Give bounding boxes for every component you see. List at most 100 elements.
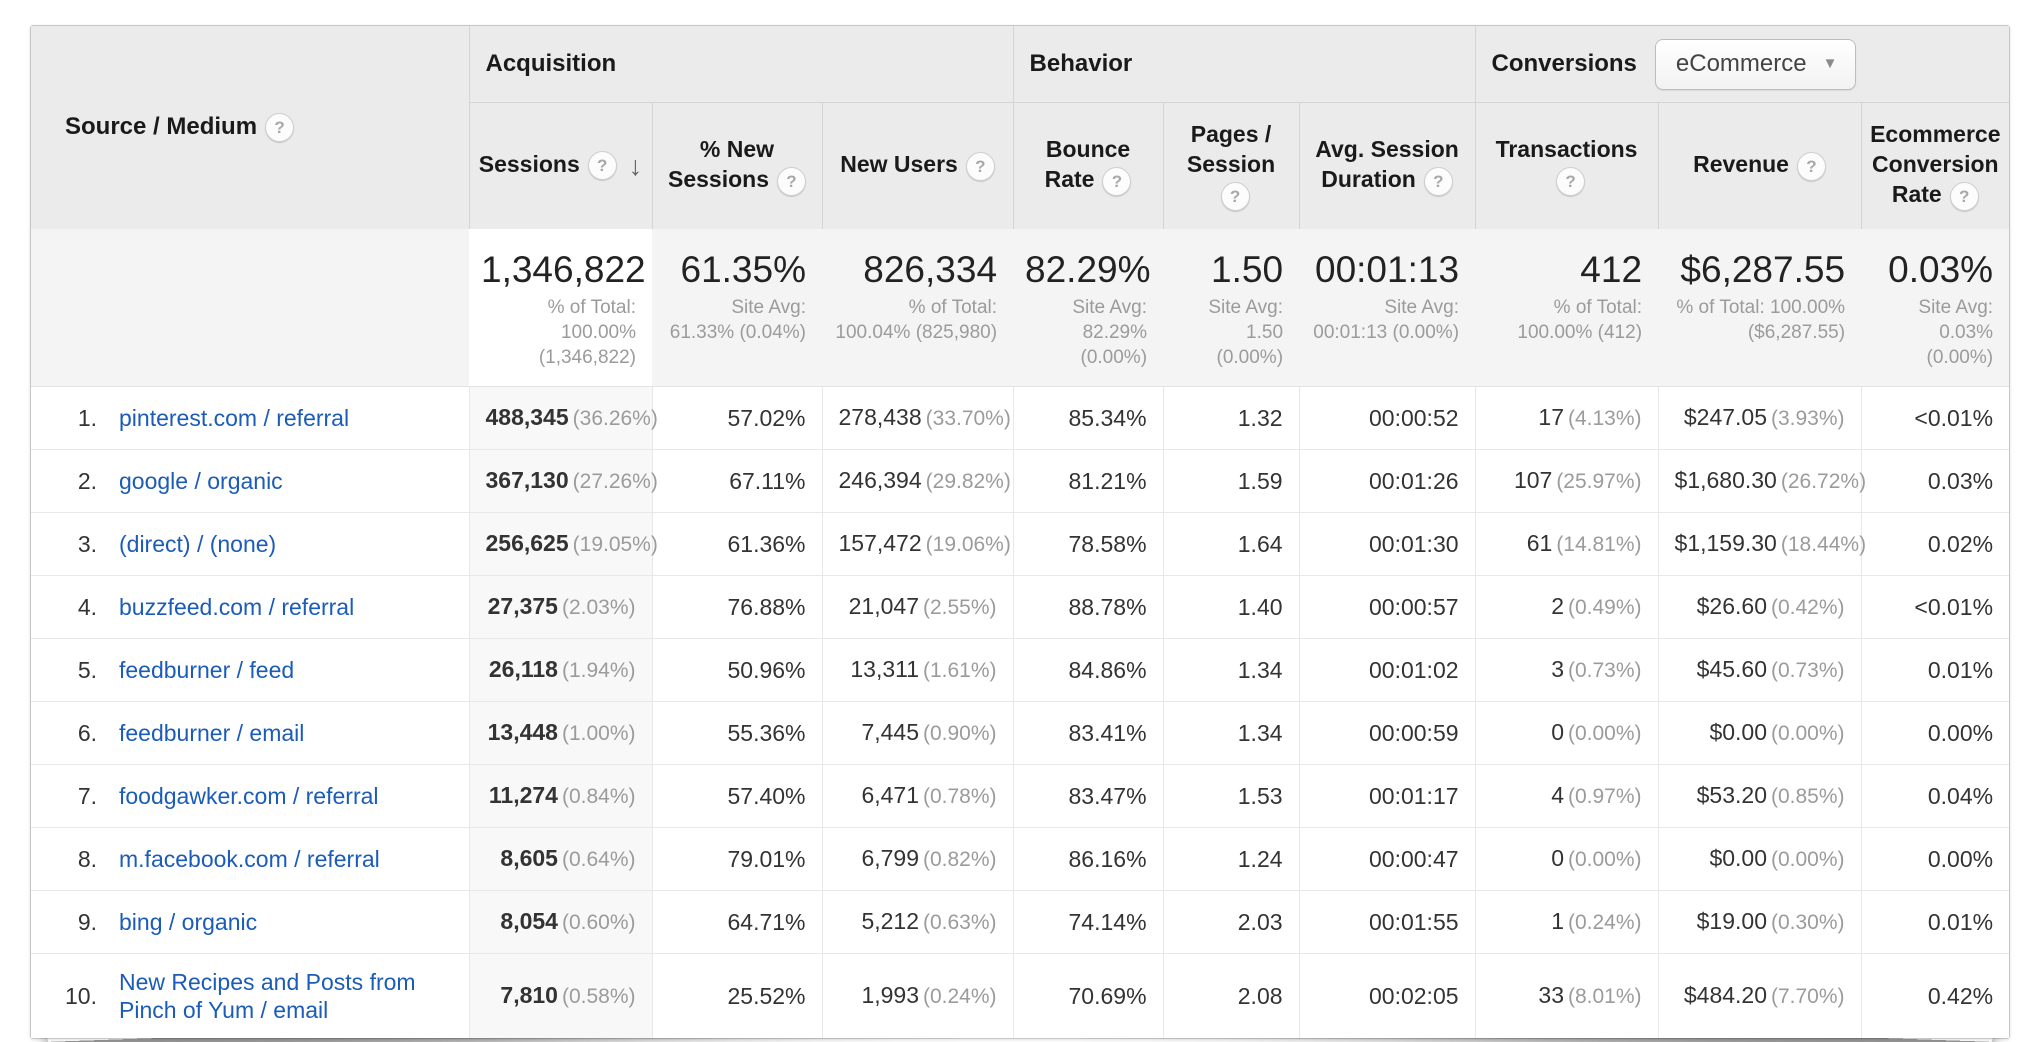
dropdown-arrow-icon: ▼ bbox=[1822, 55, 1838, 72]
new-sessions-cell: 64.71% bbox=[651, 890, 822, 954]
source-medium-link[interactable]: (direct) / (none) bbox=[119, 531, 277, 557]
source-cell: 3. (direct) / (none) bbox=[31, 512, 469, 576]
analytics-table-card: Source / Medium? Acquisition Behavior Co… bbox=[30, 25, 2010, 1039]
row-index: 9. bbox=[77, 908, 97, 935]
pages-session-cell: 1.64 bbox=[1162, 512, 1300, 576]
revenue-cell: $1,680.30 (26.72%) bbox=[1657, 449, 1866, 513]
sessions-cell: 11,274 (0.84%) bbox=[468, 764, 652, 828]
source-cell: 9. bing / organic bbox=[31, 890, 469, 954]
column-header-sessions[interactable]: Sessions? ↓ bbox=[469, 102, 652, 229]
new-sessions-cell: 57.40% bbox=[651, 764, 822, 828]
help-icon[interactable]: ? bbox=[1949, 181, 1979, 211]
source-medium-link[interactable]: bing / organic bbox=[119, 909, 258, 935]
new-users-cell: 6,799 (0.82%) bbox=[821, 827, 1014, 891]
revenue-cell: $484.20 (7.70%) bbox=[1657, 953, 1862, 1038]
section-behavior: Behavior bbox=[1012, 26, 1476, 103]
source-medium-link[interactable]: google / organic bbox=[119, 468, 283, 494]
help-icon[interactable]: ? bbox=[965, 151, 995, 181]
conversion-rate-cell: 0.00% bbox=[1860, 701, 2010, 765]
help-icon[interactable]: ? bbox=[265, 113, 295, 143]
column-header-conversion-rate[interactable]: Ecommerce Conversion Rate? bbox=[1860, 102, 2010, 229]
revenue-cell: $0.00 (0.00%) bbox=[1657, 701, 1862, 765]
dimension-label[interactable]: Source / Medium bbox=[65, 112, 258, 140]
table-row: 6. feedburner / email 13,448 (1.00%) 55.36… bbox=[31, 701, 2010, 765]
sessions-cell: 256,625 (19.05%) bbox=[468, 512, 658, 576]
source-medium-link[interactable]: feedburner / email bbox=[119, 720, 305, 746]
help-icon[interactable]: ? bbox=[1556, 166, 1586, 196]
help-icon[interactable]: ? bbox=[1220, 181, 1250, 211]
bounce-rate-cell: 70.69% bbox=[1012, 953, 1164, 1038]
avg-duration-cell: 00:00:59 bbox=[1298, 701, 1476, 765]
source-cell: 10. New Recipes and Posts from Pinch of Y… bbox=[31, 953, 469, 1038]
column-label: Avg. Session Duration bbox=[1315, 136, 1459, 193]
avg-duration-cell: 00:01:26 bbox=[1298, 449, 1476, 513]
bounce-rate-cell: 83.41% bbox=[1012, 701, 1164, 765]
source-medium-link[interactable]: foodgawker.com / referral bbox=[119, 783, 379, 809]
avg-duration-cell: 00:01:30 bbox=[1298, 512, 1476, 576]
table-row: 2. google / organic 367,130 (27.26%) 67.11… bbox=[31, 449, 2010, 513]
conversion-rate-cell: 0.04% bbox=[1860, 764, 2010, 828]
bounce-rate-cell: 85.34% bbox=[1012, 386, 1164, 450]
bounce-rate-cell: 83.47% bbox=[1012, 764, 1164, 828]
avg-duration-cell: 00:00:47 bbox=[1298, 827, 1476, 891]
column-header-pages-session[interactable]: Pages / Session? bbox=[1162, 102, 1300, 229]
source-cell: 8. m.facebook.com / referral bbox=[31, 827, 469, 891]
column-header-bounce-rate[interactable]: Bounce Rate? bbox=[1012, 102, 1164, 229]
conversion-rate-cell: 0.01% bbox=[1860, 890, 2010, 954]
new-users-cell: 5,212 (0.63%) bbox=[821, 890, 1014, 954]
conversions-goal-dropdown[interactable]: eCommerce ▼ bbox=[1654, 38, 1857, 90]
source-medium-table: Source / Medium? Acquisition Behavior Co… bbox=[31, 26, 2010, 1038]
section-acquisition: Acquisition bbox=[469, 26, 1014, 103]
pages-session-cell: 1.34 bbox=[1162, 638, 1300, 702]
dropdown-selected-value: eCommerce bbox=[1675, 49, 1807, 77]
new-sessions-cell: 25.52% bbox=[651, 953, 822, 1038]
help-icon[interactable]: ? bbox=[1423, 166, 1453, 196]
help-icon[interactable]: ? bbox=[1796, 151, 1826, 181]
help-icon[interactable]: ? bbox=[777, 166, 806, 196]
pages-session-cell: 1.59 bbox=[1162, 449, 1300, 513]
table-row: 4. buzzfeed.com / referral 27,375 (2.03%) … bbox=[31, 575, 2010, 639]
source-medium-link[interactable]: feedburner / feed bbox=[119, 657, 295, 683]
source-cell: 6. feedburner / email bbox=[31, 701, 469, 765]
pages-session-cell: 1.53 bbox=[1162, 764, 1300, 828]
column-header-revenue[interactable]: Revenue? bbox=[1657, 102, 1862, 229]
sort-descending-icon[interactable]: ↓ bbox=[628, 150, 643, 181]
totals-pages-session: 1.50 Site Avg: 1.50 (0.00%) bbox=[1163, 229, 1300, 387]
source-medium-link[interactable]: New Recipes and Posts from Pinch of Yum … bbox=[119, 969, 416, 1023]
avg-duration-cell: 00:01:02 bbox=[1298, 638, 1476, 702]
conversion-rate-cell: 0.00% bbox=[1860, 827, 2010, 891]
source-medium-link[interactable]: buzzfeed.com / referral bbox=[119, 594, 355, 620]
bounce-rate-cell: 78.58% bbox=[1012, 512, 1164, 576]
column-label: Transactions bbox=[1495, 136, 1638, 163]
pages-session-cell: 1.40 bbox=[1162, 575, 1300, 639]
source-medium-link[interactable]: pinterest.com / referral bbox=[119, 405, 350, 431]
bounce-rate-cell: 84.86% bbox=[1012, 638, 1164, 702]
transactions-cell: 4 (0.97%) bbox=[1474, 764, 1659, 828]
new-users-cell: 278,438 (33.70%) bbox=[821, 386, 1014, 450]
transactions-cell: 107 (25.97%) bbox=[1474, 449, 1659, 513]
row-index: 10. bbox=[65, 982, 97, 1009]
conversion-rate-cell: <0.01% bbox=[1860, 386, 2010, 450]
column-header-avg-duration[interactable]: Avg. Session Duration? bbox=[1298, 102, 1476, 229]
pages-session-cell: 1.34 bbox=[1162, 701, 1300, 765]
new-sessions-cell: 67.11% bbox=[651, 449, 822, 513]
totals-new-users: 826,334 % of Total: 100.04% (825,980) bbox=[822, 229, 1014, 387]
sessions-cell: 13,448 (1.00%) bbox=[468, 701, 652, 765]
column-header-new-users[interactable]: New Users? bbox=[821, 102, 1014, 229]
revenue-cell: $45.60 (0.73%) bbox=[1657, 638, 1862, 702]
table-row: 10. New Recipes and Posts from Pinch of Y… bbox=[31, 953, 2010, 1038]
source-cell: 2. google / organic bbox=[31, 449, 469, 513]
column-header-new-sessions[interactable]: % New Sessions? bbox=[651, 102, 822, 229]
source-medium-link[interactable]: m.facebook.com / referral bbox=[119, 846, 380, 872]
sessions-cell: 488,345 (36.26%) bbox=[468, 386, 658, 450]
help-icon[interactable]: ? bbox=[587, 151, 617, 181]
help-icon[interactable]: ? bbox=[1102, 166, 1132, 196]
new-sessions-cell: 55.36% bbox=[651, 701, 822, 765]
totals-new-sessions: 61.35% Site Avg: 61.33% (0.04%) bbox=[652, 229, 822, 387]
source-cell: 4. buzzfeed.com / referral bbox=[31, 575, 469, 639]
sessions-cell: 27,375 (2.03%) bbox=[468, 575, 652, 639]
new-users-cell: 6,471 (0.78%) bbox=[821, 764, 1014, 828]
section-acquisition-label: Acquisition bbox=[485, 50, 617, 77]
column-header-transactions[interactable]: Transactions? bbox=[1474, 102, 1659, 229]
pages-session-cell: 2.08 bbox=[1162, 953, 1300, 1038]
